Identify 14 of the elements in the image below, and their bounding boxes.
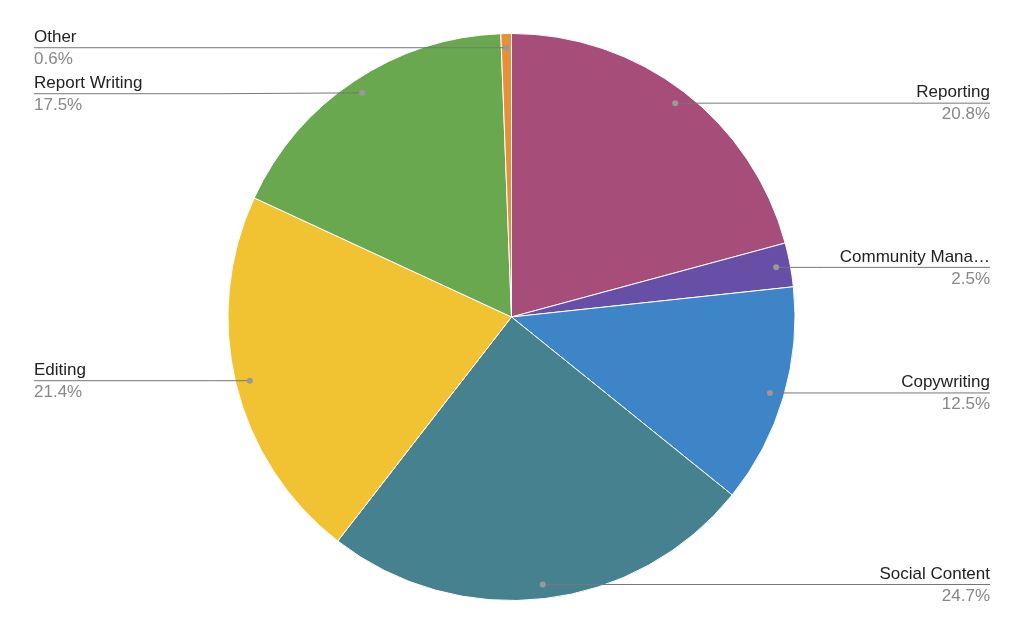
data-label: 17.5% <box>34 94 83 114</box>
slice-label: Community Mana… <box>839 246 990 266</box>
data-label: 12.5% <box>941 394 990 414</box>
data-label: 24.7% <box>941 585 990 605</box>
slice-label: Reporting <box>916 82 990 102</box>
data-label: 20.8% <box>941 104 990 124</box>
slice-label: Editing <box>34 359 86 379</box>
slice-label: Other <box>34 26 77 46</box>
slice-label: Report Writing <box>34 72 143 92</box>
slice-label: Social Content <box>879 563 991 583</box>
data-label: 0.6% <box>34 48 73 68</box>
slice-label: Copywriting <box>901 372 990 392</box>
data-label: 21.4% <box>34 381 83 401</box>
data-label: 2.5% <box>951 268 990 288</box>
